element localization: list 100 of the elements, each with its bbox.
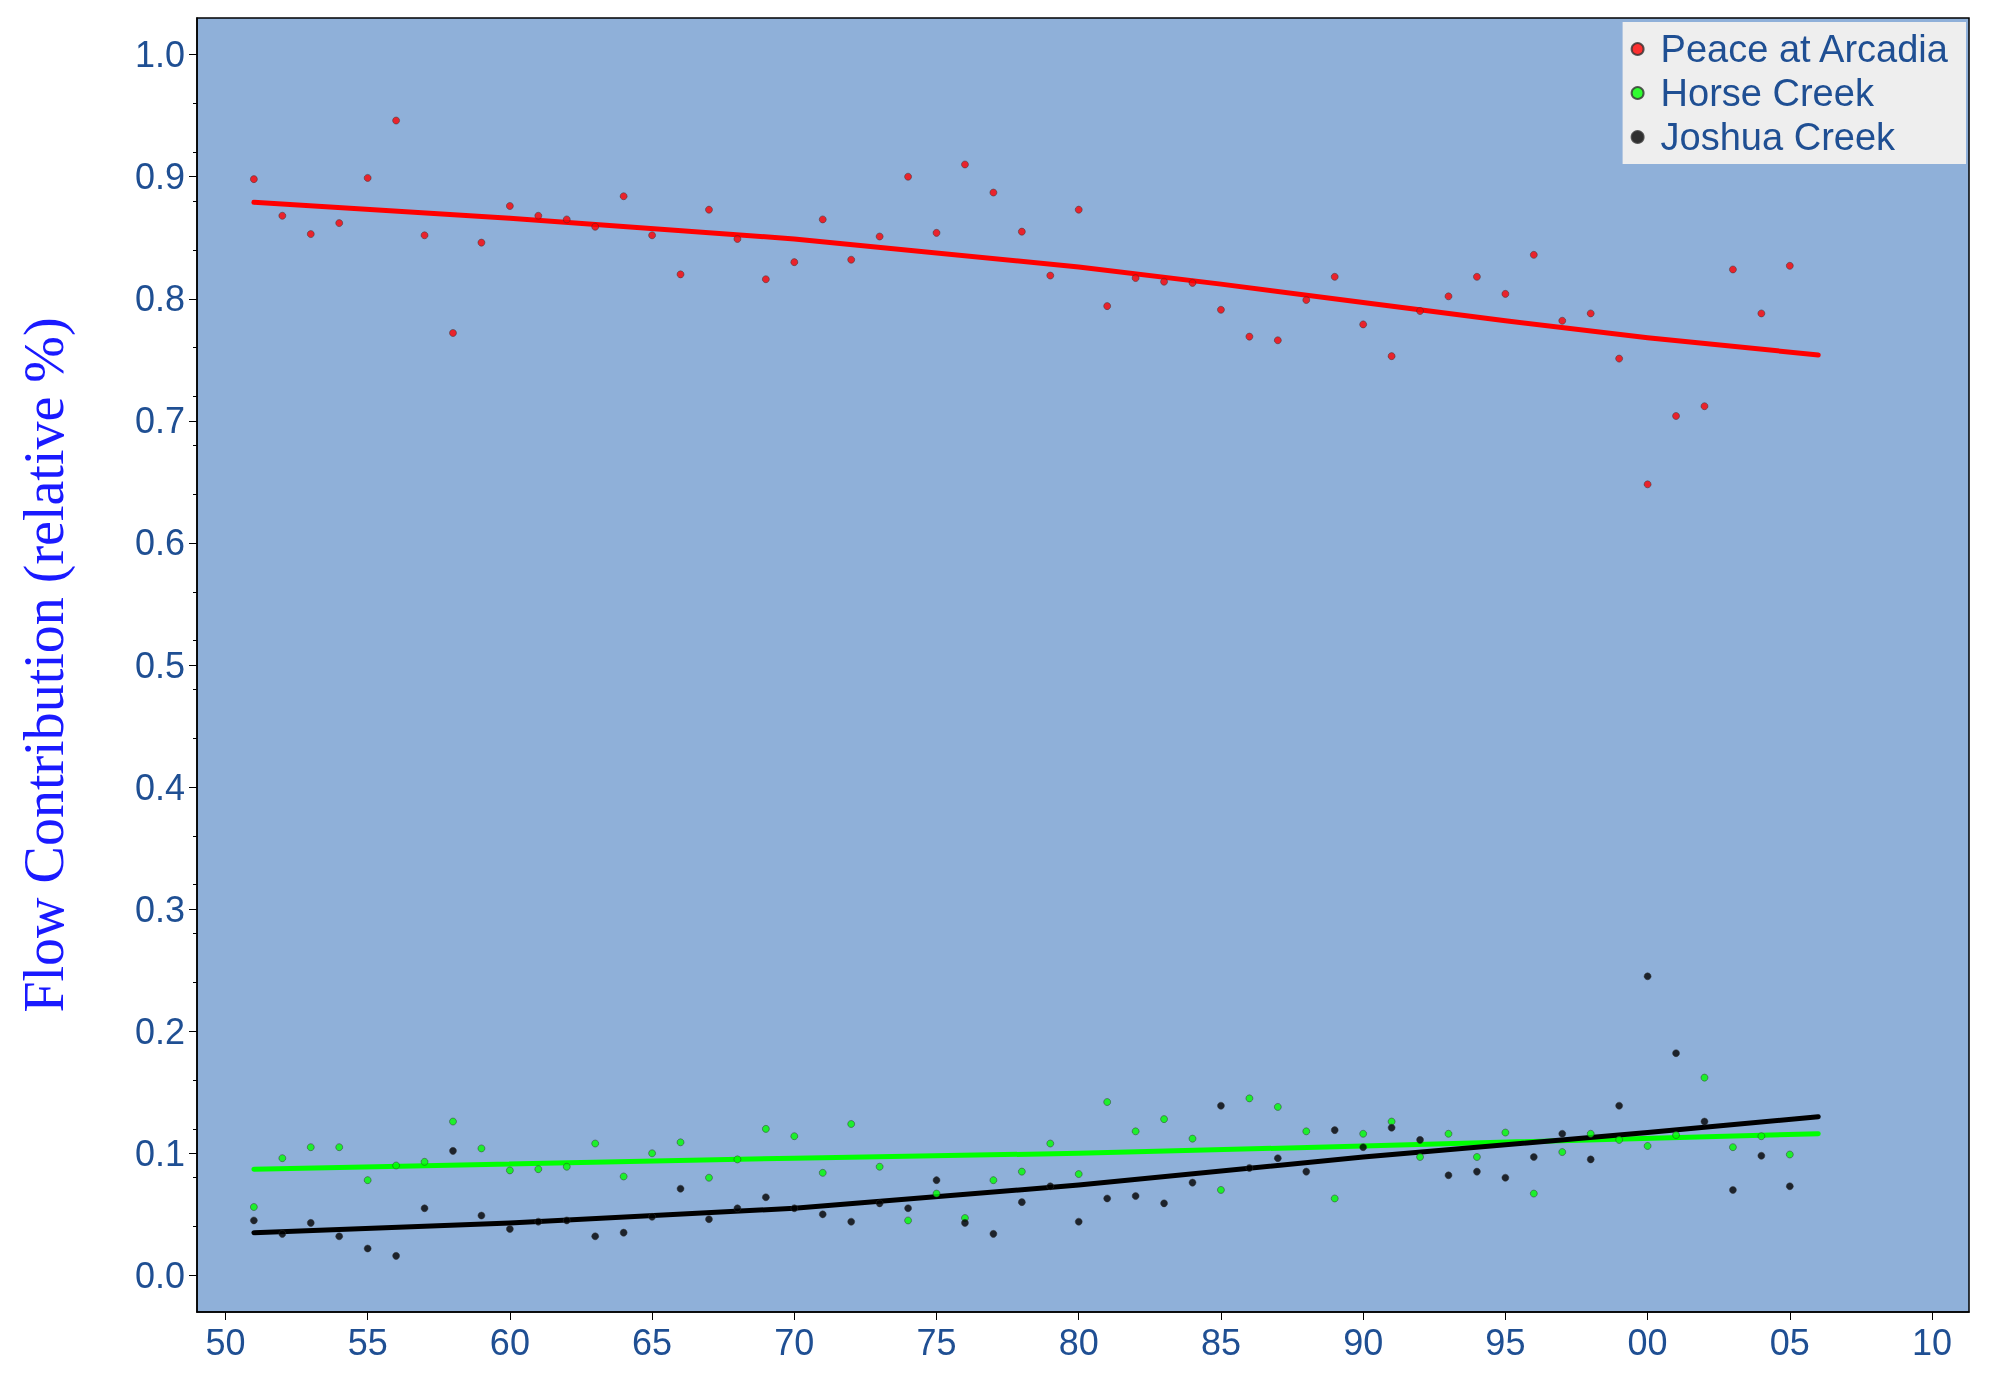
point [790, 1132, 799, 1141]
x-tick-label: 75 [916, 1321, 957, 1363]
point [1444, 1171, 1453, 1180]
point [875, 1199, 884, 1208]
point [818, 1210, 827, 1219]
point [1387, 352, 1396, 360]
point [676, 1138, 685, 1147]
legend-label: Peace at Arcadia [1660, 28, 1949, 70]
point [1245, 1164, 1254, 1172]
point [250, 175, 258, 183]
point [1046, 1139, 1055, 1148]
x-tick-label: 10 [1912, 1321, 1953, 1363]
point [449, 1147, 457, 1155]
point [1274, 1154, 1282, 1162]
point [1302, 1127, 1311, 1136]
point [1330, 1126, 1339, 1134]
x-tick-label: 00 [1627, 1321, 1668, 1363]
point [904, 1216, 912, 1225]
point [648, 231, 656, 240]
point [619, 192, 628, 201]
point [1046, 1182, 1055, 1191]
point [932, 1189, 941, 1198]
point [278, 1154, 287, 1162]
point [250, 1203, 258, 1211]
point [534, 1165, 543, 1173]
point [1274, 336, 1282, 345]
x-tick-label: 65 [632, 1321, 673, 1363]
point [278, 1230, 287, 1238]
point [1188, 279, 1197, 287]
point [648, 1149, 656, 1158]
point [818, 1169, 827, 1177]
point [1700, 402, 1709, 410]
point [1387, 1123, 1396, 1132]
point [733, 1155, 742, 1164]
point [1643, 972, 1652, 981]
point [1074, 1217, 1083, 1226]
point [562, 1162, 571, 1171]
point [676, 1184, 685, 1193]
point [1672, 1131, 1680, 1139]
point [705, 205, 713, 214]
x-tick-label: 55 [347, 1321, 388, 1363]
point [847, 255, 855, 264]
point [875, 232, 884, 241]
point [1729, 1186, 1737, 1194]
point [762, 1193, 770, 1202]
point [506, 202, 514, 210]
point [1786, 1182, 1794, 1191]
point [1672, 1049, 1680, 1057]
point [733, 235, 742, 243]
point [306, 1143, 315, 1151]
point [1416, 1136, 1424, 1144]
point [904, 172, 912, 181]
point [932, 229, 941, 237]
point [420, 1158, 429, 1166]
point [989, 1176, 998, 1184]
point [449, 1117, 457, 1126]
point [1501, 1128, 1510, 1137]
point [1586, 1129, 1595, 1138]
point [705, 1173, 713, 1182]
point [477, 238, 486, 247]
y-tick-label: 0.3 [134, 888, 185, 930]
point [306, 1219, 315, 1227]
point [1643, 480, 1652, 489]
point [1672, 412, 1680, 420]
point [762, 1125, 770, 1133]
point [1786, 262, 1794, 270]
point [1700, 1073, 1709, 1082]
y-tick-label: 0.8 [134, 278, 185, 320]
point [1359, 1143, 1367, 1151]
point [1473, 273, 1481, 281]
point [1160, 277, 1168, 286]
point [733, 1204, 742, 1213]
point [1416, 307, 1424, 315]
point [875, 1162, 884, 1171]
point [1330, 273, 1339, 281]
point [1330, 1194, 1339, 1203]
point [1018, 227, 1026, 236]
point [1131, 1127, 1140, 1136]
point [932, 1176, 941, 1184]
x-tick-label: 95 [1485, 1321, 1526, 1363]
y-axis-title: Flow Contribution (relative %) [13, 317, 76, 1013]
point [1018, 1167, 1026, 1176]
point [1160, 1115, 1168, 1123]
point [847, 1120, 855, 1128]
point [989, 188, 998, 197]
point [961, 1219, 969, 1227]
x-tick-label: 60 [489, 1321, 530, 1363]
y-tick-label: 1.0 [134, 34, 185, 76]
point [1217, 305, 1225, 314]
point [676, 270, 685, 279]
point [1131, 274, 1140, 282]
point [1103, 302, 1111, 310]
point [1416, 1153, 1424, 1161]
point [250, 1216, 258, 1225]
point [705, 1215, 713, 1224]
point [335, 219, 344, 227]
point [534, 211, 543, 220]
point [1700, 1117, 1709, 1126]
point [506, 1225, 514, 1233]
point [278, 211, 287, 220]
